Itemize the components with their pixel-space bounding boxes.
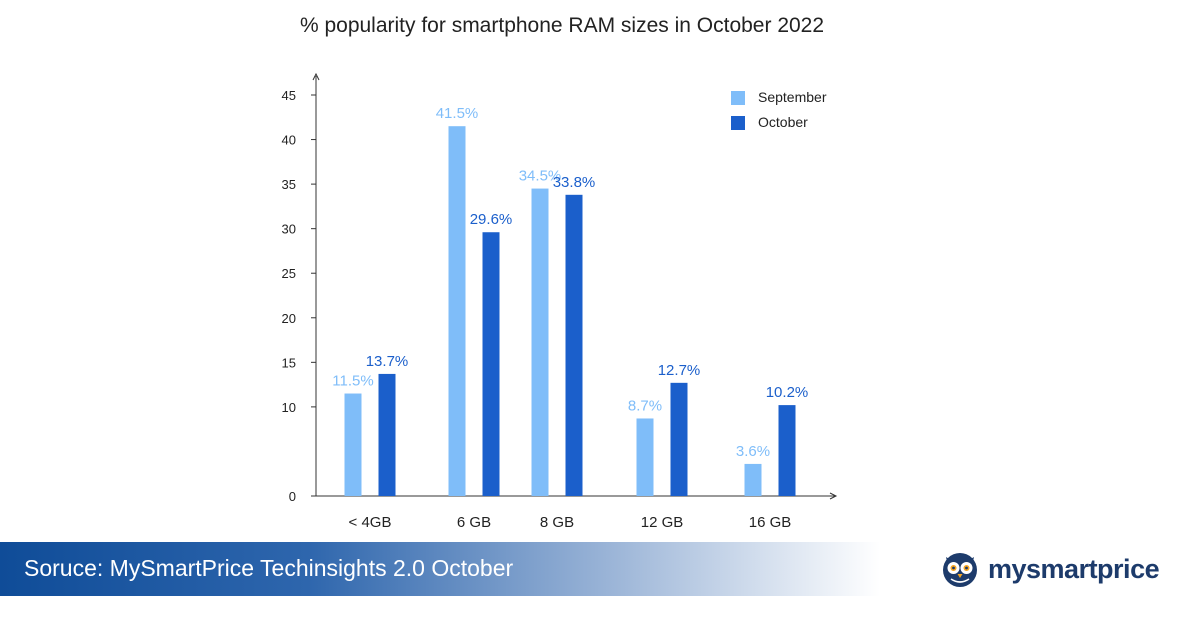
source-footer: Soruce: MySmartPrice Techinsights 2.0 Oc… — [0, 542, 880, 596]
bar-september-16-gb — [744, 463, 762, 496]
data-label-october-6-gb: 29.6% — [470, 211, 513, 228]
owl-logo-icon — [943, 553, 977, 587]
brand-name: mysmartprice — [988, 553, 1160, 584]
brand-logo: mysmartprice — [940, 548, 1160, 590]
y-tick-label: 40 — [282, 133, 296, 148]
bar-october-8-gb — [565, 194, 583, 496]
chart-bars — [344, 126, 796, 497]
x-tick-label: 16 GB — [749, 514, 792, 531]
y-axis-arrow — [312, 72, 320, 81]
bar-october-6-gb — [482, 232, 500, 496]
legend-label-september: September — [758, 89, 827, 105]
bar-september-8-gb — [531, 188, 549, 497]
legend-swatch-october — [731, 116, 745, 130]
data-label-september-12-gb: 8.7% — [628, 397, 662, 414]
data-label-october-16-gb: 10.2% — [766, 384, 809, 401]
data-label-september-8-gb: 34.5% — [519, 168, 562, 185]
data-label-october-12-gb: 12.7% — [658, 362, 701, 379]
data-label-september-6-gb: 41.5% — [436, 105, 479, 122]
x-tick-label: < 4GB — [349, 514, 392, 531]
bar-september-12-gb — [636, 418, 654, 496]
y-tick-label: 30 — [282, 222, 296, 237]
data-label-october-4gb: 13.7% — [366, 353, 409, 370]
y-tick-label: 10 — [282, 400, 296, 415]
legend-swatch-september — [731, 91, 745, 105]
chart-title: % popularity for smartphone RAM sizes in… — [299, 14, 825, 37]
x-tick-label: 8 GB — [540, 514, 574, 531]
legend-label-october: October — [758, 114, 808, 130]
y-tick-label: 25 — [282, 266, 296, 281]
y-tick-label: 45 — [282, 88, 296, 103]
chart-data-labels: 11.5% 41.5% 34.5% 8.7% 3.6% 13.7% 29.6% 33.8% 12… — [332, 105, 808, 460]
source-text: Soruce: MySmartPrice Techinsights 2.0 Oc… — [24, 555, 514, 581]
bar-october-12-gb — [670, 382, 688, 496]
data-label-september-16-gb: 3.6% — [736, 443, 770, 460]
chart-legend: September October — [731, 89, 827, 130]
x-tick-label: 12 GB — [641, 514, 684, 531]
bar-september-6-gb — [448, 126, 466, 496]
bar-september-4gb — [344, 393, 362, 496]
x-axis-labels: < 4GB 6 GB 8 GB 12 GB 16 GB — [349, 514, 792, 531]
x-tick-label: 6 GB — [457, 514, 491, 531]
data-label-october-8-gb: 33.8% — [553, 174, 596, 191]
bar-october-16-gb — [778, 405, 796, 496]
bar-october-4gb — [378, 373, 396, 496]
x-axis-arrow — [829, 492, 838, 500]
y-tick-label: 15 — [282, 355, 296, 370]
y-tick-label: 0 — [289, 489, 296, 504]
y-axis-ticks: 0 10 15 20 25 30 35 40 45 — [282, 88, 316, 504]
data-label-september-4gb: 11.5% — [332, 373, 373, 390]
y-tick-label: 20 — [282, 311, 296, 326]
bar-chart: 0 10 15 20 25 30 35 40 45 11.5% 41.5% 34.5% 8.7% 3.6… — [282, 72, 838, 531]
y-tick-label: 35 — [282, 177, 296, 192]
